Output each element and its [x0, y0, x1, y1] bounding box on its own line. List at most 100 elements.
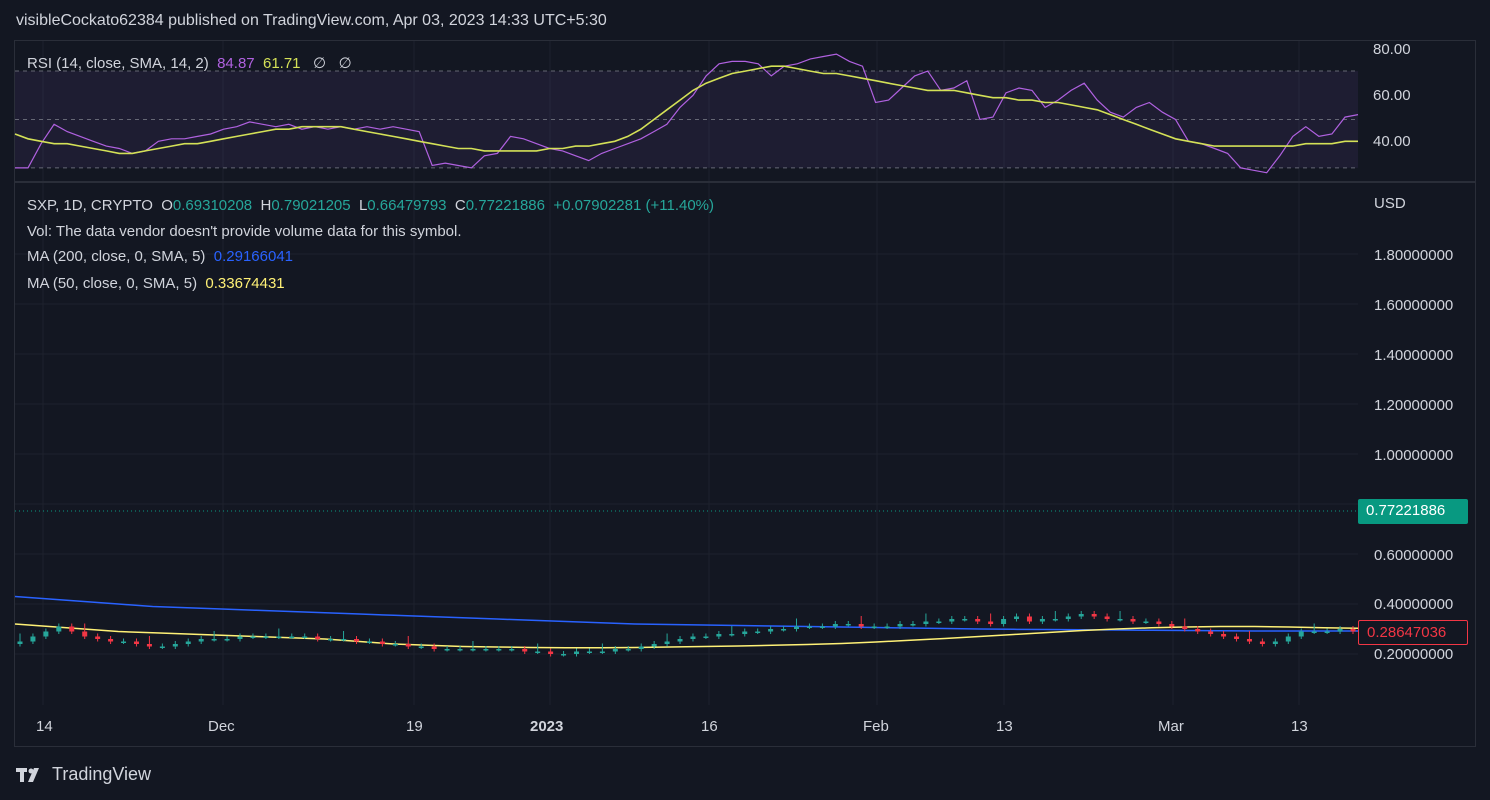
candle-body-57: [755, 631, 761, 633]
candle-body-52: [690, 636, 696, 639]
candle-body-90: [1182, 626, 1188, 629]
candle-body-22: [302, 636, 308, 638]
time-tick-14: 14: [36, 718, 53, 735]
candle-body-29: [392, 644, 398, 646]
candle-body-46: [612, 649, 618, 652]
rsi-sma-value: 61.71: [262, 55, 301, 72]
candle-body-38: [509, 649, 515, 651]
candle-body-59: [781, 629, 787, 631]
candle-body-76: [1001, 619, 1007, 624]
candle-body-58: [768, 629, 774, 632]
candle-body-53: [703, 636, 709, 638]
candle-body-30: [405, 644, 411, 647]
candle-body-24: [328, 639, 334, 641]
rsi-tick-40: 40.00: [1373, 133, 1411, 150]
candle-body-37: [496, 649, 502, 651]
candle-body-49: [651, 644, 657, 647]
candle-body-13: [185, 641, 191, 644]
candle-body-26: [353, 639, 359, 642]
candle-body-12: [172, 644, 178, 647]
close-value: 0.77221886: [465, 197, 545, 214]
ma200-value: 0.29166041: [213, 248, 293, 265]
rsi-band-fill: [15, 71, 1358, 168]
rsi-sma-line: [14, 65, 1358, 155]
candle-body-78: [1026, 616, 1032, 622]
price-tick-0-6: 0.60000000: [1374, 547, 1454, 564]
price-tick-1-4: 1.40000000: [1374, 347, 1454, 364]
tradingview-brand: TradingView: [52, 764, 152, 784]
close-label: C: [454, 197, 466, 214]
candle-body-80: [1052, 619, 1058, 621]
time-tick-13-feb: 13: [996, 718, 1013, 735]
candle-body-61: [806, 626, 812, 628]
candle-body-95: [1246, 639, 1252, 642]
candle-body-14: [198, 639, 204, 642]
candle-body-91: [1195, 629, 1201, 632]
candle-body-69: [910, 624, 916, 626]
candle-body-98: [1285, 636, 1291, 642]
candle-body-27: [366, 641, 372, 643]
candle-body-39: [522, 649, 528, 652]
candle-body-102: [1337, 629, 1343, 632]
price-tick-1-2: 1.20000000: [1374, 397, 1454, 414]
candle-body-63: [832, 624, 838, 627]
candle-body-93: [1221, 634, 1227, 637]
candle-body-56: [742, 631, 748, 634]
price-tick-0-4: 0.40000000: [1374, 596, 1454, 613]
symbol-name: SXP, 1D, CRYPTO: [27, 197, 153, 214]
rsi-tick-60: 60.00: [1373, 87, 1411, 104]
candle-body-6: [95, 636, 101, 639]
ma50-legend[interactable]: MA (50, close, 0, SMA, 5) 0.33674431: [27, 275, 285, 292]
candle-body-44: [586, 651, 592, 653]
candle-body-35: [470, 649, 476, 651]
candle-body-10: [146, 644, 152, 647]
candle-body-66: [871, 626, 877, 628]
candle-body-2: [43, 631, 49, 637]
candle-body-11: [159, 646, 165, 648]
candle-body-89: [1169, 624, 1175, 627]
candle-body-60: [794, 626, 800, 629]
candle-body-65: [858, 624, 864, 627]
candle-body-51: [677, 639, 683, 642]
high-label: H: [260, 197, 272, 214]
time-tick-mar: Mar: [1158, 718, 1184, 735]
time-tick-19: 19: [406, 718, 423, 735]
candle-body-74: [975, 619, 981, 622]
candle-body-20: [276, 636, 282, 638]
tradingview-logo[interactable]: TradingView: [16, 764, 151, 785]
candle-body-33: [444, 649, 450, 651]
candle-body-25: [341, 639, 347, 641]
candle-body-75: [988, 621, 994, 624]
candle-body-94: [1234, 636, 1240, 639]
symbol-legend[interactable]: SXP, 1D, CRYPTO O0.69310208 H0.79021205 …: [27, 197, 714, 214]
candle-body-8: [121, 641, 127, 643]
candle-body-84: [1104, 616, 1110, 619]
candle-body-41: [548, 651, 554, 654]
rsi-legend[interactable]: RSI (14, close, SMA, 14, 2) 84.87 61.71 …: [27, 54, 352, 72]
candle-body-50: [664, 641, 670, 644]
ma200-name: MA (200, close, 0, SMA, 5): [27, 248, 206, 265]
candle-body-88: [1156, 621, 1162, 624]
empty-value-1: ∅: [313, 55, 327, 72]
candle-body-5: [82, 631, 88, 637]
candle-body-73: [962, 619, 968, 621]
candle-body-86: [1130, 619, 1136, 622]
candle-body-16: [224, 639, 230, 641]
candle-body-17: [237, 636, 243, 639]
candle-body-4: [69, 626, 75, 632]
time-tick-dec: Dec: [208, 718, 235, 735]
time-tick-13-mar: 13: [1291, 718, 1308, 735]
price-tick-1-0: 1.00000000: [1374, 447, 1454, 464]
candle-body-81: [1065, 616, 1071, 619]
candle-body-43: [573, 651, 579, 654]
published-header: visibleCockato62384 published on Trading…: [16, 12, 607, 29]
last-price-tag: 0.77221886: [1358, 499, 1468, 524]
ma200-line: [14, 595, 1358, 632]
ma50-line: [14, 623, 1359, 649]
change-value: +0.07902281 (+11.40%): [553, 197, 714, 214]
high-value: 0.79021205: [271, 197, 351, 214]
time-tick-16: 16: [701, 718, 718, 735]
low-value: 0.66479793: [367, 197, 447, 214]
ma200-legend[interactable]: MA (200, close, 0, SMA, 5) 0.29166041: [27, 248, 293, 265]
